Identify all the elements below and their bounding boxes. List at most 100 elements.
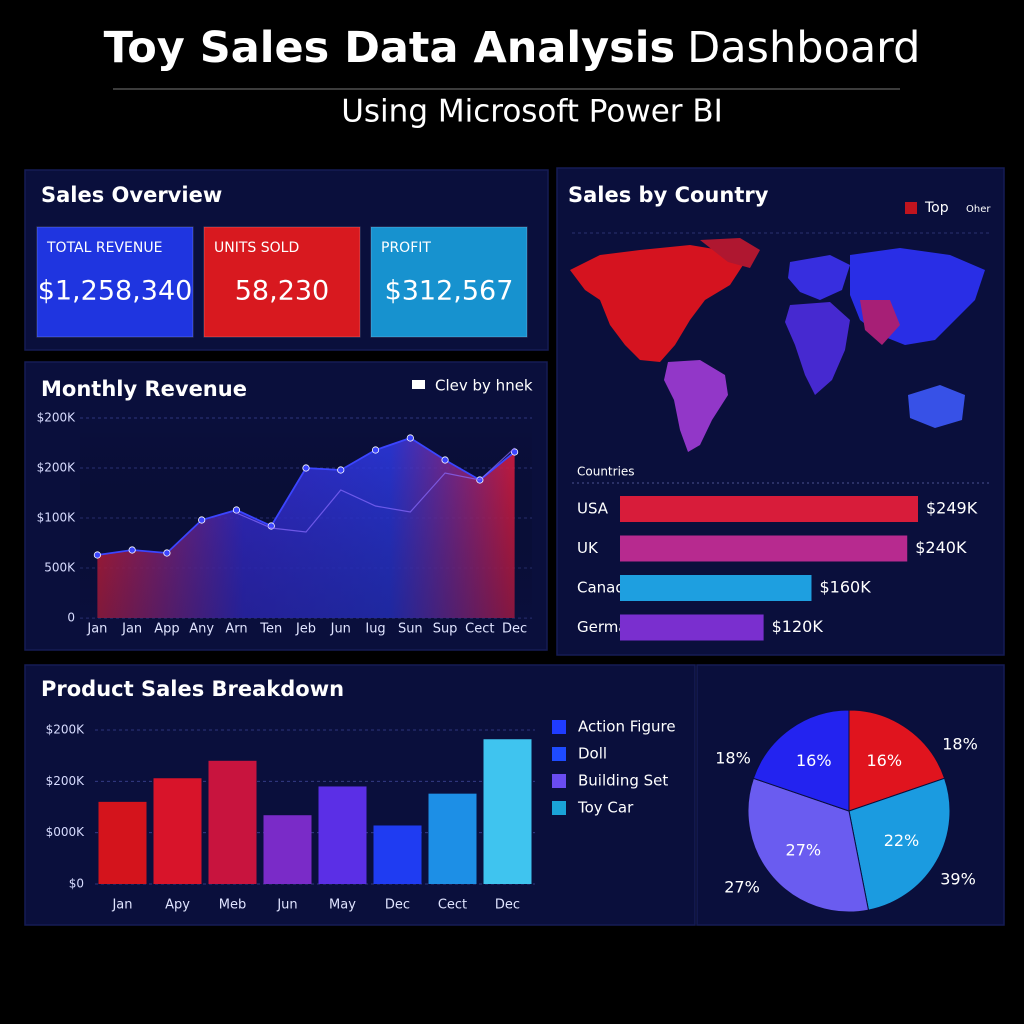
x-tick-label: Jun [276,898,297,913]
x-tick-label: Any [189,622,214,637]
bar [153,778,202,884]
page-title: Toy Sales Data Analysis Dashboard [104,23,921,73]
kpi-label: TOTAL REVENUE [46,240,162,256]
slice-label: 16% [796,751,832,770]
x-tick-label: Cect [465,622,494,637]
data-label: $240K [915,538,967,557]
legend-swatch [552,774,566,788]
y-tick-label: $000K [46,825,86,839]
x-tick-label: Jan [111,898,132,913]
continent [700,238,760,268]
x-tick-label: Jan [121,622,142,637]
x-tick-label: Cect [438,898,467,913]
x-tick-label: Apy [165,898,190,913]
bar [98,801,147,884]
x-tick-label: May [329,898,356,913]
y-tick-label: Canada [577,579,634,597]
bar [428,793,477,884]
kpi-value: $312,567 [385,276,514,307]
data-label: $160K [819,578,871,597]
outer-label: 27% [724,878,760,897]
y-tick-label: $0 [69,877,84,891]
data-label: $249K [926,499,978,518]
bar [373,825,422,884]
legend-label: Doll [578,745,607,763]
slice-label: 16% [866,751,902,770]
y-tick-label: USA [577,500,609,518]
continent [908,385,965,428]
x-tick-label: Dec [385,898,410,913]
y-tick-label: 500K [44,561,76,575]
panel-title: Sales by Country [568,183,769,207]
point [302,464,310,472]
point [337,466,345,474]
y-tick-label: 0 [67,611,75,625]
legend-label: Clev by hnek [435,377,533,395]
point [198,516,206,524]
point [441,456,449,464]
legend-swatch [905,202,917,214]
x-tick-label: App [154,622,179,637]
kpi-value: $1,258,340 [38,276,193,307]
legend-label: Building Set [578,772,668,790]
point [232,506,241,514]
slice-label: 22% [884,831,920,850]
x-tick-label: Jun [330,622,351,637]
x-tick-label: Ten [259,622,282,637]
outer-label: 39% [940,870,976,889]
y-tick-label: $200K [46,774,86,788]
pie-slice [848,709,946,812]
outer-label: 18% [715,749,751,768]
kpi-card [203,226,361,338]
bar [318,786,367,884]
kpi-value: 58,230 [235,276,329,307]
continent [570,245,745,362]
bar [620,614,764,641]
x-tick-label: Iug [365,622,385,637]
world-map [570,238,985,452]
legend-label: Toy Car [577,799,634,817]
x-tick-label: Meb [219,898,246,913]
legend-label: Action Figure [578,718,676,736]
kpi-label: UNITS SOLD [214,240,299,256]
panel-title: Sales Overview [41,183,222,207]
page-subtitle: Using Microsoft Power BI [341,94,723,130]
bar [620,535,908,562]
axis-label: Countries [577,465,635,479]
continent [785,302,850,395]
y-tick-label: $100K [37,511,77,525]
legend-swatch [552,801,566,815]
kpi-card [370,226,528,338]
y-tick-label: $200K [46,723,86,737]
point [128,546,136,554]
kpi-label: PROFIT [381,240,431,256]
x-tick-label: Arn [225,622,247,637]
panel-title: Product Sales Breakdown [41,677,344,701]
bar [620,496,918,522]
point [406,434,414,442]
area-shade [80,418,532,618]
outer-label: 18% [942,735,978,754]
pie-slice [848,777,951,911]
continent [788,255,850,300]
point [371,446,380,454]
x-tick-label: Dec [502,622,527,637]
legend-label: Top [924,200,949,216]
continent [860,300,900,345]
pie-slice [747,777,870,913]
title-main: Toy Sales Data Analysis [104,23,675,73]
x-tick-label: Dec [495,898,520,913]
bar [483,739,532,884]
bar [620,575,812,601]
legend-label: Oher [966,204,991,215]
line [236,447,516,533]
slice-label: 27% [786,840,822,859]
continent [664,360,728,452]
panel-title: Monthly Revenue [41,377,247,401]
bar [208,760,257,884]
bar [263,815,312,884]
point [93,551,101,559]
kpi-card [36,226,194,338]
y-tick-label: UK [577,539,599,557]
